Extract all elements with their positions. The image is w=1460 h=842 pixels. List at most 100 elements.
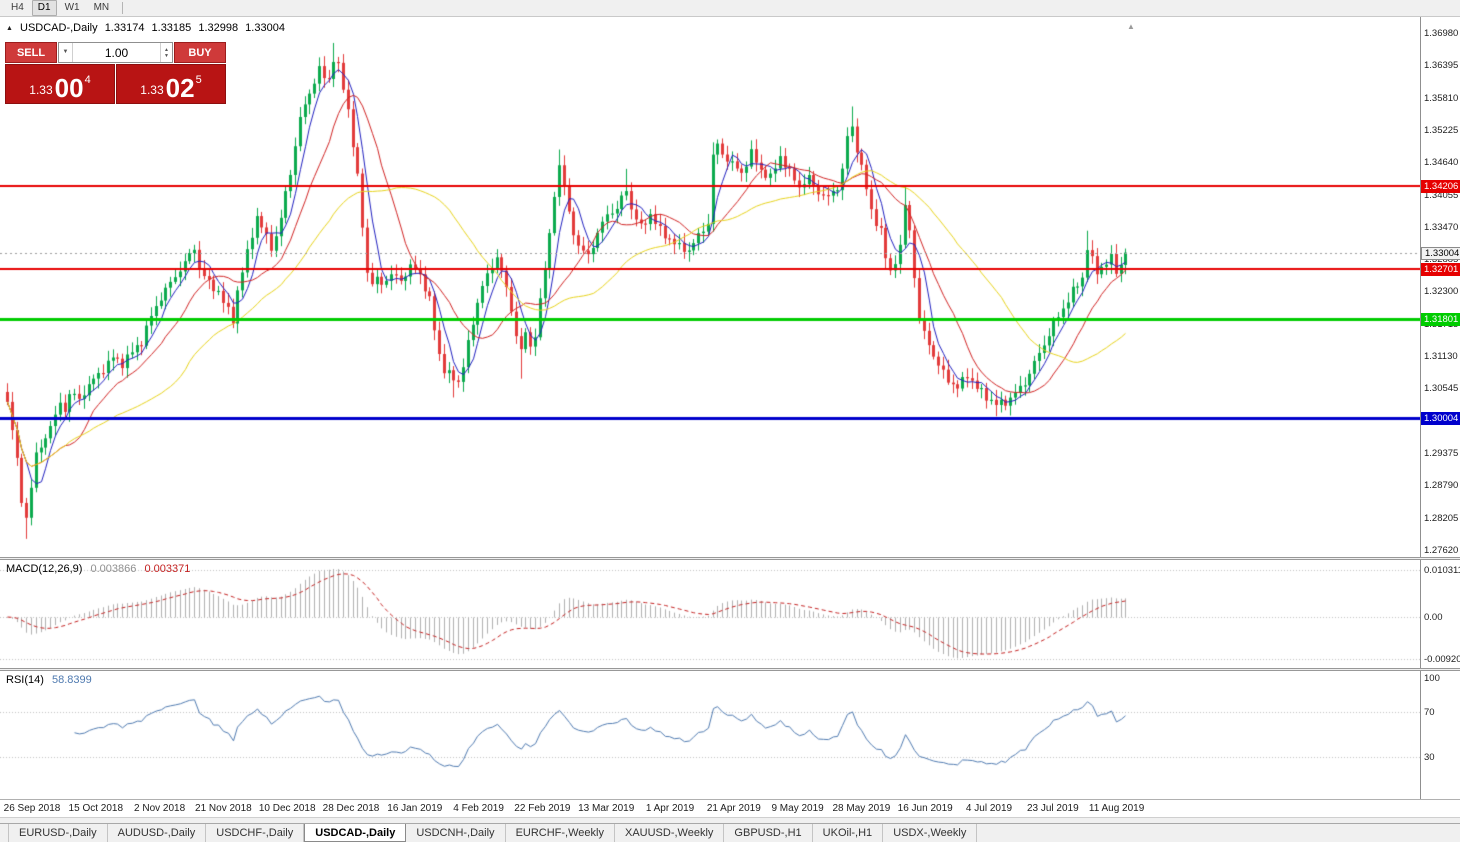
chart-workspace: ▲ USDCAD-,Daily 1.33174 1.33185 1.32998 … <box>0 17 1460 824</box>
rsi-indicator-canvas[interactable] <box>0 671 1420 799</box>
sell-price-pips: 00 <box>54 73 84 103</box>
price-tick: 1.34055 <box>1424 190 1459 201</box>
timeframe-button-w1[interactable]: W1 <box>64 2 80 13</box>
chart-tab-eurusd-daily[interactable]: EURUSD-,Daily <box>8 824 108 842</box>
macd-name: MACD(12,26,9) <box>6 563 83 575</box>
pane-separator[interactable] <box>0 557 1460 560</box>
chart-tab-ukoil-h1[interactable]: UKOil-,H1 <box>813 824 884 842</box>
price-tick: 1.30545 <box>1424 383 1459 394</box>
hline-price-tag: 1.30004 <box>1421 412 1460 425</box>
chart-shift-marker-icon[interactable]: ▲ <box>1127 22 1135 31</box>
rsi-scale-label: 30 <box>1424 752 1435 763</box>
buy-price-button[interactable]: 1.33 02 5 <box>116 64 226 104</box>
volume-dropdown-icon[interactable]: ▼ <box>59 43 73 62</box>
price-tick: 1.32300 <box>1424 286 1459 297</box>
buy-button[interactable]: BUY <box>174 42 226 63</box>
volume-value[interactable]: 1.00 <box>104 45 129 60</box>
date-label: 22 Feb 2019 <box>514 803 571 814</box>
date-label: 9 May 2019 <box>771 803 824 814</box>
rsi-value: 58.8399 <box>51 674 92 686</box>
spin-down-icon[interactable]: ▼ <box>164 52 169 59</box>
date-label: 2 Nov 2018 <box>134 803 186 814</box>
price-tick: 1.36395 <box>1424 60 1459 71</box>
date-label: 26 Sep 2018 <box>3 803 61 814</box>
price-tick: 1.34640 <box>1424 157 1459 168</box>
spin-up-icon[interactable]: ▲ <box>164 46 169 53</box>
date-label: 28 May 2019 <box>832 803 891 814</box>
chart-tab-eurchf-weekly[interactable]: EURCHF-,Weekly <box>506 824 615 842</box>
sell-price-figure: 1.33 <box>29 83 53 97</box>
volume-input[interactable]: ▼ 1.00 ▲ ▼ <box>58 42 173 63</box>
toolbar-separator <box>122 2 124 14</box>
price-tick: 1.35810 <box>1424 93 1459 104</box>
date-label: 4 Feb 2019 <box>453 803 504 814</box>
price-tick: 1.29375 <box>1424 448 1459 459</box>
chart-header: ▲ USDCAD-,Daily 1.33174 1.33185 1.32998 … <box>6 22 289 34</box>
chart-tab-usdchf-daily[interactable]: USDCHF-,Daily <box>206 824 305 842</box>
buy-price-pips: 02 <box>165 73 195 103</box>
ohlc-high: 1.33185 <box>151 22 192 34</box>
date-label: 10 Dec 2018 <box>258 803 316 814</box>
hline-price-tag: 1.31801 <box>1421 313 1460 326</box>
chart-tab-usdcnh-daily[interactable]: USDCNH-,Daily <box>406 824 506 842</box>
date-label: 4 Jul 2019 <box>965 803 1013 814</box>
volume-spinner[interactable]: ▲ ▼ <box>160 43 172 62</box>
price-scale[interactable]: 1.36980 1.36395 1.35810 1.35225 1.34640 1.340… <box>1420 17 1460 799</box>
timeframe-button-d1[interactable]: D1 <box>31 0 57 16</box>
price-tick: 1.27620 <box>1424 545 1459 556</box>
date-label: 28 Dec 2018 <box>322 803 380 814</box>
macd-main-value: 0.003866 <box>90 563 137 575</box>
collapse-icon: ▲ <box>6 25 13 32</box>
date-label: 1 Apr 2019 <box>645 803 695 814</box>
rsi-label: RSI(14) 58.8399 <box>6 674 97 686</box>
date-label: 11 Aug 2019 <box>1088 803 1145 814</box>
macd-scale-label: -0.009204 <box>1424 654 1460 665</box>
price-tick: 1.28205 <box>1424 513 1459 524</box>
ohlc-low: 1.32998 <box>198 22 239 34</box>
date-label: 16 Jan 2019 <box>387 803 443 814</box>
chart-tab-bar: EURUSD-,Daily AUDUSD-,Daily USDCHF-,Daily U… <box>0 823 1460 842</box>
date-label: 21 Nov 2018 <box>195 803 252 814</box>
chart-tab-gbpusd-h1[interactable]: GBPUSD-,H1 <box>724 824 813 842</box>
time-scale[interactable]: 26 Sep 2018 15 Oct 2018 2 Nov 2018 21 Nov 2… <box>0 799 1460 817</box>
macd-indicator-canvas[interactable] <box>0 560 1420 668</box>
rsi-name: RSI(14) <box>6 674 44 686</box>
date-label: 21 Apr 2019 <box>706 803 761 814</box>
chart-symbol-title: USDCAD-,Daily <box>20 22 98 34</box>
one-click-trade-panel: SELL ▼ 1.00 ▲ ▼ BUY 1.33 00 4 <box>5 42 226 104</box>
ohlc-close: 1.33004 <box>245 22 285 34</box>
ohlc-open: 1.33174 <box>104 22 145 34</box>
chart-tab-usdcad-daily[interactable]: USDCAD-,Daily <box>304 824 407 842</box>
pane-separator[interactable] <box>0 668 1460 671</box>
buy-price-figure: 1.33 <box>140 83 164 97</box>
chart-tab-xauusd-weekly[interactable]: XAUUSD-,Weekly <box>615 824 725 842</box>
hline-price-tag: 1.32701 <box>1421 263 1460 276</box>
price-tick: 1.28790 <box>1424 480 1459 491</box>
chart-tab-audusd-daily[interactable]: AUDUSD-,Daily <box>108 824 207 842</box>
macd-label: MACD(12,26,9) 0.003866 0.003371 <box>6 563 195 575</box>
sell-price-button[interactable]: 1.33 00 4 <box>5 64 115 104</box>
sell-button[interactable]: SELL <box>5 42 57 63</box>
main-chart-canvas[interactable] <box>0 17 1420 558</box>
timeframe-button-h4[interactable]: H4 <box>11 2 24 13</box>
timeframe-button-mn[interactable]: MN <box>93 2 110 13</box>
price-tick: 1.31130 <box>1424 351 1458 362</box>
date-label: 15 Oct 2018 <box>68 803 124 814</box>
rsi-scale-label: 100 <box>1424 673 1440 684</box>
macd-signal-value: 0.003371 <box>144 563 191 575</box>
scrollbar-strip[interactable] <box>0 817 1460 824</box>
buy-price-point: 5 <box>195 74 202 86</box>
price-tick: 1.36980 <box>1424 28 1459 39</box>
date-label: 23 Jul 2019 <box>1026 803 1079 814</box>
bid-price-tag: 1.33004 <box>1421 247 1460 260</box>
timeframe-toolbar: H4 D1 W1 MN <box>0 0 1460 17</box>
chart-tab-usdx-weekly[interactable]: USDX-,Weekly <box>883 824 978 842</box>
price-tick: 1.35225 <box>1424 125 1459 136</box>
date-label: 13 Mar 2019 <box>578 803 635 814</box>
price-tick: 1.33470 <box>1424 222 1459 233</box>
hline-price-tag: 1.34206 <box>1421 180 1460 193</box>
macd-scale-label: 0.010311 <box>1424 565 1460 576</box>
sell-price-point: 4 <box>84 74 91 86</box>
macd-scale-label: 0.00 <box>1424 612 1443 623</box>
